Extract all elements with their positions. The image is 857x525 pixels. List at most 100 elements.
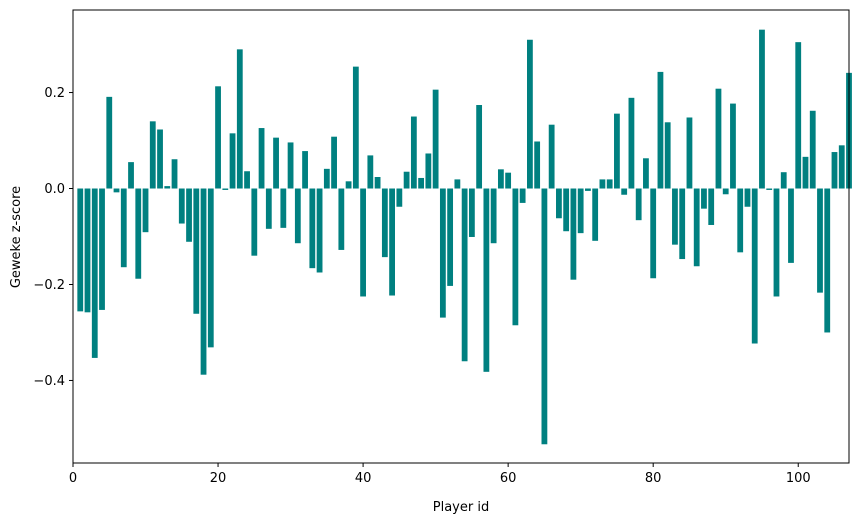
bar xyxy=(686,117,693,189)
bar xyxy=(106,96,113,189)
bar xyxy=(258,128,265,189)
bar xyxy=(229,133,236,189)
bar xyxy=(831,152,838,189)
bar xyxy=(294,188,301,244)
bar xyxy=(744,188,751,207)
bar xyxy=(628,97,635,189)
bar xyxy=(838,145,845,189)
y-tick-label: 0.0 xyxy=(44,182,65,197)
bar xyxy=(99,188,105,310)
bar xyxy=(345,181,352,189)
bar xyxy=(302,151,308,189)
bar xyxy=(77,188,84,312)
bar xyxy=(722,188,729,195)
bar xyxy=(396,188,403,207)
bar xyxy=(316,188,323,273)
x-tick-label: 60 xyxy=(500,471,517,486)
bar xyxy=(367,155,374,189)
x-tick-label: 100 xyxy=(786,471,811,486)
bar xyxy=(621,188,628,195)
bar xyxy=(447,188,454,286)
bar xyxy=(577,188,584,234)
bar xyxy=(672,188,678,245)
bar xyxy=(273,137,279,189)
bar xyxy=(548,124,555,189)
bar xyxy=(149,121,156,189)
bar xyxy=(592,188,599,241)
bar xyxy=(570,188,577,280)
x-tick-label: 20 xyxy=(210,471,227,486)
bar xyxy=(788,188,794,263)
bar xyxy=(403,171,410,189)
bar xyxy=(635,188,642,221)
bar xyxy=(606,179,613,189)
bar xyxy=(599,179,606,189)
bar xyxy=(418,177,425,189)
bar xyxy=(142,188,149,233)
bar xyxy=(171,159,178,189)
bar xyxy=(809,110,816,189)
bar xyxy=(352,66,359,189)
bar xyxy=(207,188,214,348)
bar xyxy=(84,188,91,313)
y-axis-ticks: −0.4 −0.2 0.0 0.2 xyxy=(33,86,73,389)
bar xyxy=(766,188,773,190)
bar xyxy=(439,188,446,318)
bar xyxy=(186,188,192,242)
bar xyxy=(715,88,722,189)
bar xyxy=(120,188,127,268)
bar xyxy=(244,171,250,189)
bar xyxy=(454,179,461,189)
bar xyxy=(236,49,243,189)
bar xyxy=(91,188,98,358)
bar xyxy=(585,188,591,191)
bar xyxy=(157,129,163,189)
y-tick-label: 0.2 xyxy=(44,86,65,101)
bar xyxy=(410,116,417,189)
x-tick-label: 80 xyxy=(645,471,662,486)
bar xyxy=(817,188,823,293)
x-tick-label: 0 xyxy=(69,471,77,486)
bars-group xyxy=(77,29,852,445)
bar xyxy=(483,188,490,372)
bar xyxy=(534,141,541,189)
bar xyxy=(737,188,744,253)
bar xyxy=(490,188,497,244)
y-tick-label: −0.2 xyxy=(33,278,65,293)
bar xyxy=(468,188,475,237)
bar xyxy=(164,186,171,189)
x-axis-ticks: 0 20 40 60 80 100 xyxy=(69,463,811,486)
bar xyxy=(432,89,439,189)
bar xyxy=(751,188,758,344)
bar xyxy=(563,188,570,232)
x-axis-label: Player id xyxy=(433,500,489,515)
bar xyxy=(512,188,519,326)
x-tick-label: 40 xyxy=(355,471,372,486)
bar xyxy=(693,188,700,267)
bar xyxy=(215,86,221,189)
bar xyxy=(802,156,809,189)
bar xyxy=(193,188,200,314)
y-tick-label: −0.4 xyxy=(33,374,65,389)
bar xyxy=(708,188,715,225)
bar xyxy=(360,188,366,297)
bar xyxy=(519,188,526,203)
bar xyxy=(650,188,657,279)
bar xyxy=(497,169,504,189)
bar xyxy=(541,188,548,445)
bar xyxy=(381,188,388,258)
bar xyxy=(461,188,468,362)
bar xyxy=(309,188,316,269)
bar xyxy=(657,71,664,189)
bar xyxy=(730,103,736,189)
bar xyxy=(425,153,432,189)
bar xyxy=(128,162,134,189)
bar xyxy=(200,188,207,375)
bar xyxy=(780,172,787,189)
bar xyxy=(773,188,780,297)
plot-frame xyxy=(72,9,850,464)
bar xyxy=(476,105,483,189)
bar xyxy=(265,188,272,229)
bar xyxy=(614,113,620,189)
